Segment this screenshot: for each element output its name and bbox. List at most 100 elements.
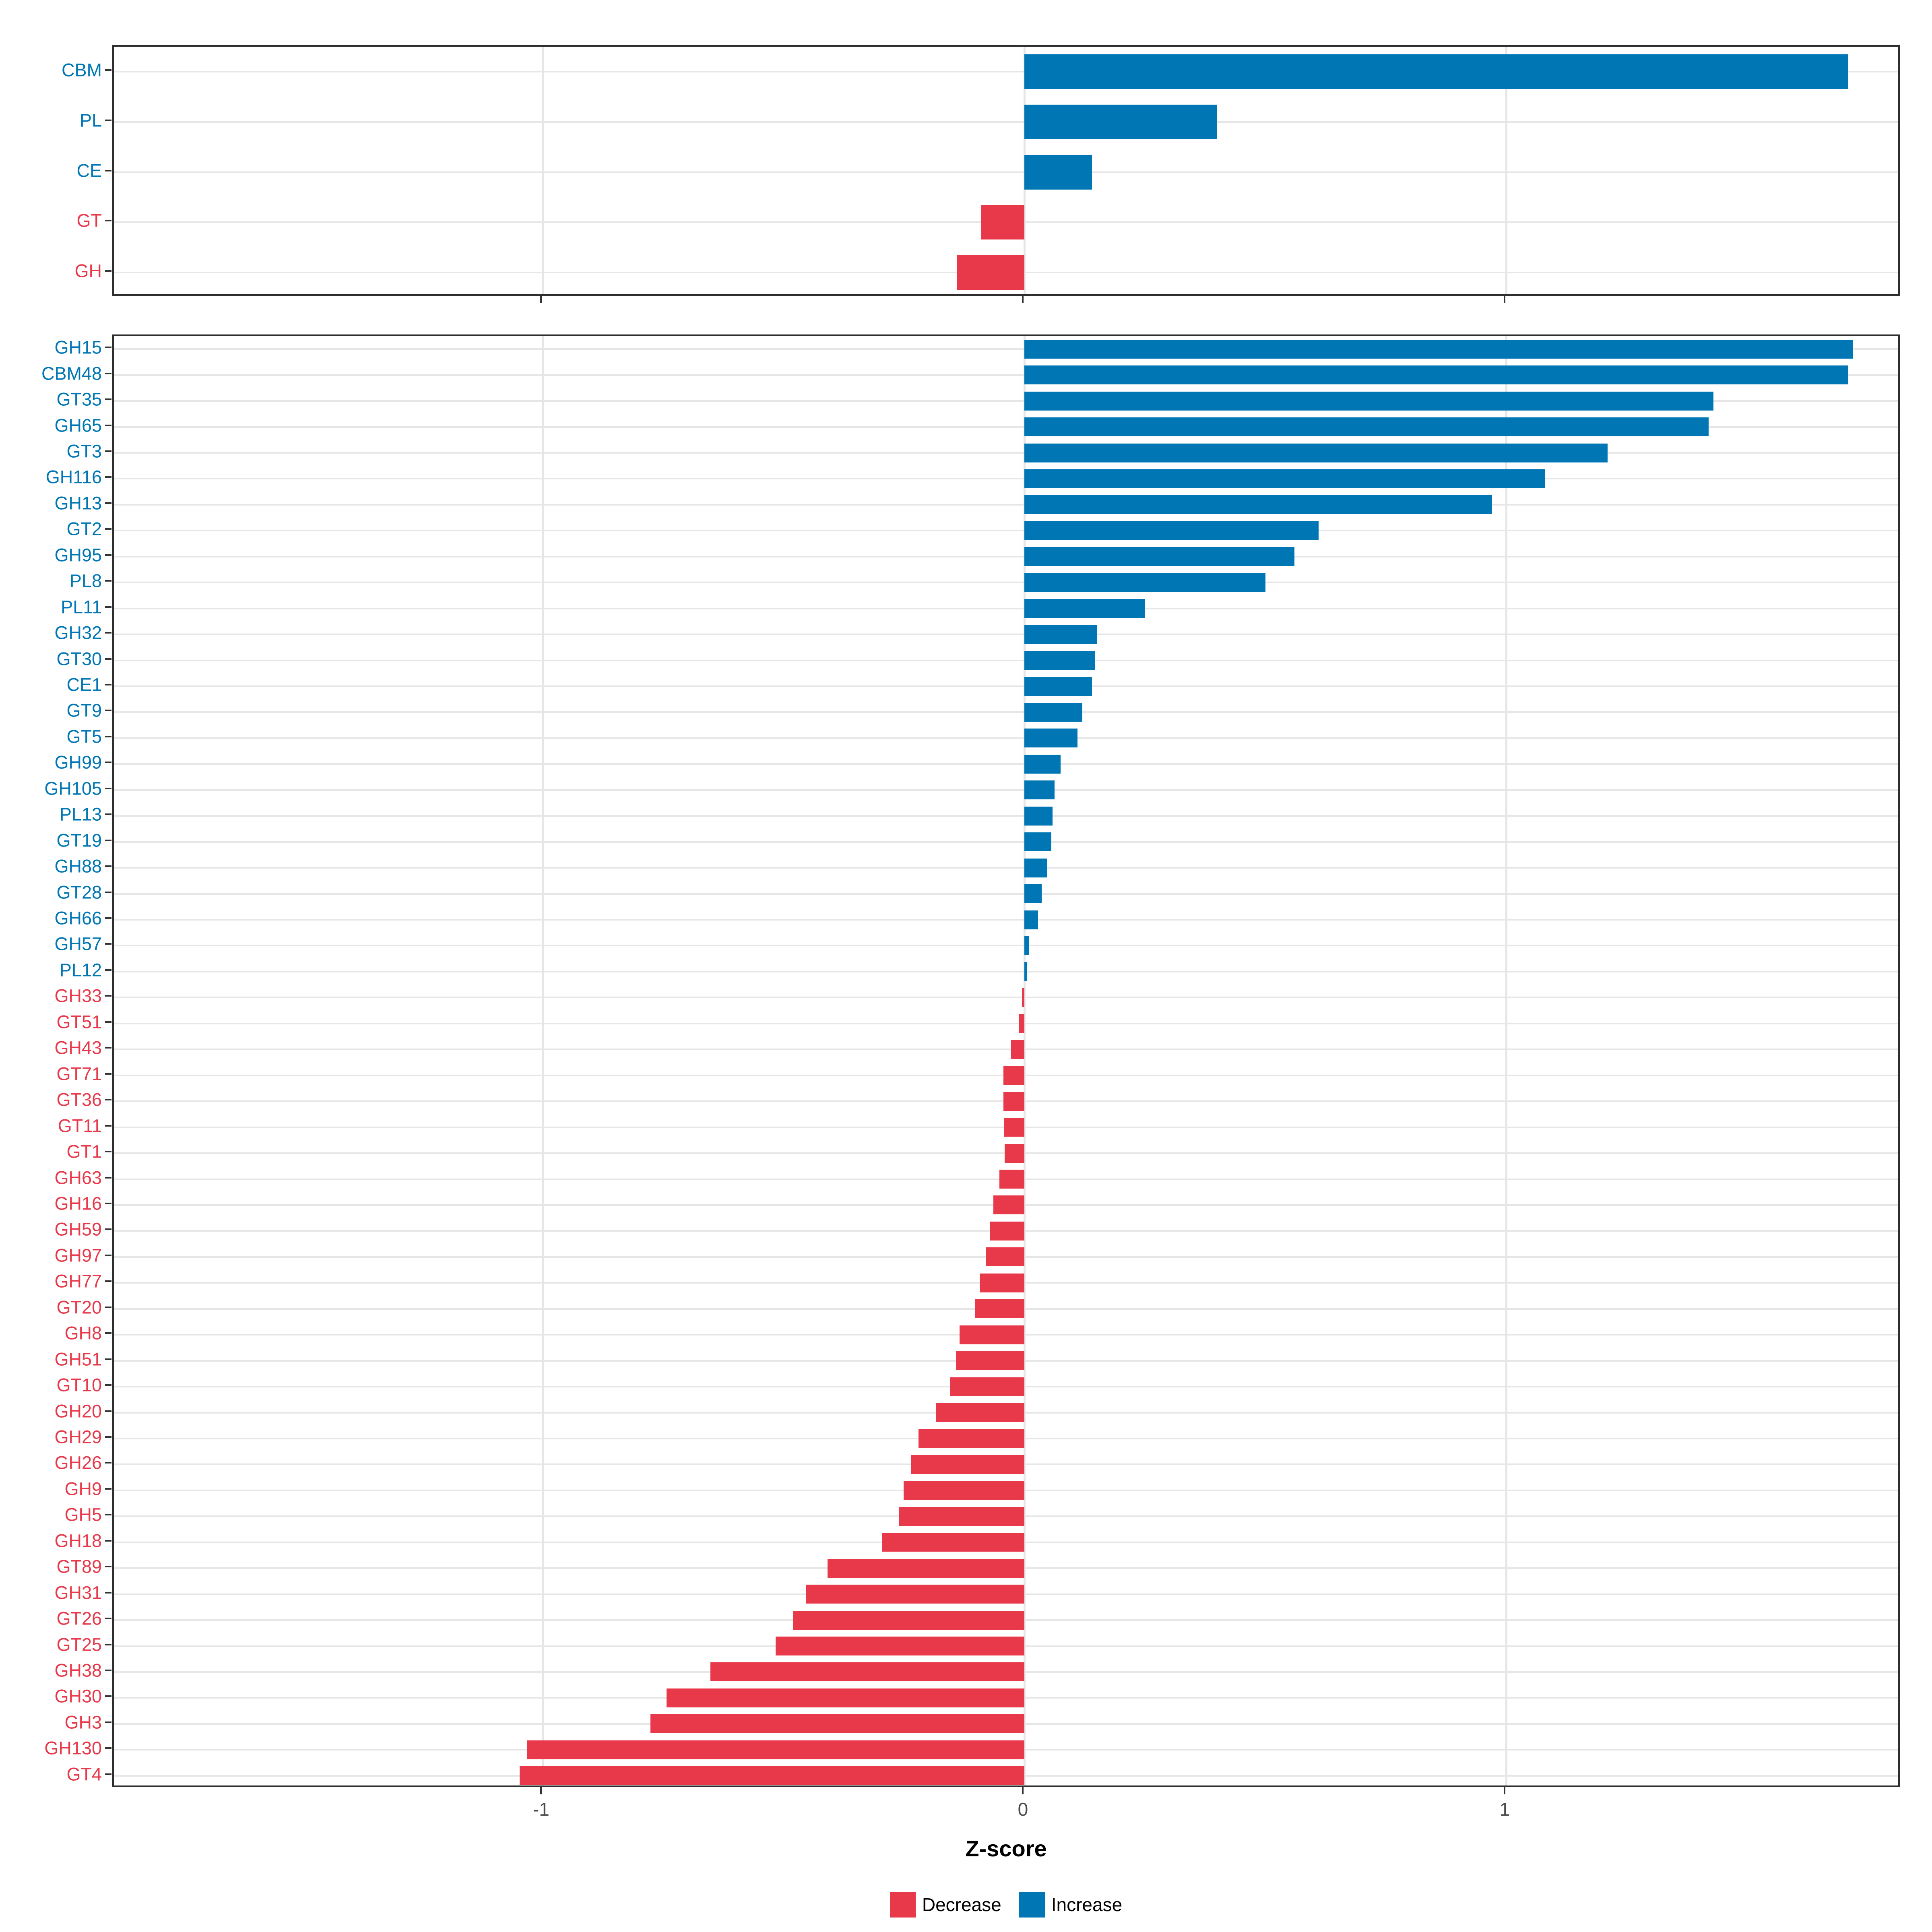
y-tick <box>105 1721 111 1723</box>
legend-label-decrease: Decrease <box>922 1894 1001 1915</box>
gridline-vertical <box>541 336 544 1785</box>
category-label-CBM: CBM <box>62 60 102 80</box>
y-tick <box>105 424 111 426</box>
bar-GH97 <box>986 1247 1025 1267</box>
category-label-GH8: GH8 <box>64 1323 102 1344</box>
bar-GH65 <box>1024 417 1709 437</box>
gridline-horizontal <box>114 919 1898 921</box>
gridline-horizontal <box>114 1049 1898 1051</box>
y-tick <box>105 1228 111 1230</box>
bar-PL <box>1024 104 1218 139</box>
bar-GH130 <box>527 1740 1025 1759</box>
x-tick-label: 0 <box>1018 1799 1028 1820</box>
y-tick <box>105 684 111 686</box>
category-label-GT20: GT20 <box>56 1297 102 1318</box>
category-label-GT4: GT4 <box>66 1764 102 1785</box>
category-label-GT: GT <box>76 210 102 231</box>
category-label-GH33: GH33 <box>54 985 102 1006</box>
gridline-horizontal <box>114 555 1898 557</box>
y-tick <box>105 1669 111 1671</box>
bar-GH43 <box>1011 1040 1025 1059</box>
category-label-GH88: GH88 <box>54 856 102 877</box>
y-tick <box>105 398 111 400</box>
gridline-horizontal <box>114 737 1898 739</box>
bar-CBM48 <box>1024 365 1849 385</box>
bar-GH59 <box>990 1221 1025 1241</box>
category-label-GH38: GH38 <box>54 1660 102 1681</box>
bar-GH63 <box>999 1170 1025 1189</box>
category-label-GT1: GT1 <box>66 1141 102 1162</box>
y-tick <box>105 969 111 971</box>
category-label-GH59: GH59 <box>54 1219 102 1240</box>
category-label-GH29: GH29 <box>54 1426 102 1447</box>
category-label-GT5: GT5 <box>66 726 102 747</box>
gridline-horizontal <box>114 945 1898 947</box>
y-tick <box>105 632 111 634</box>
bar-GH77 <box>980 1273 1025 1292</box>
category-label-GH32: GH32 <box>54 622 102 643</box>
y-tick <box>105 710 111 712</box>
category-label-GT10: GT10 <box>56 1375 102 1395</box>
y-tick <box>105 1332 111 1334</box>
y-tick <box>105 270 111 272</box>
y-tick <box>105 580 111 582</box>
y-tick <box>105 1566 111 1568</box>
bar-GT19 <box>1024 832 1052 852</box>
gridline-horizontal <box>114 607 1898 609</box>
bar-GH20 <box>936 1403 1025 1422</box>
bar-GH <box>957 255 1025 290</box>
y-tick <box>105 1306 111 1308</box>
bar-GH38 <box>710 1662 1025 1682</box>
bar-GH15 <box>1024 339 1854 359</box>
bar-GT71 <box>1003 1066 1025 1085</box>
bar-GH3 <box>650 1714 1025 1734</box>
category-label-GH3: GH3 <box>64 1712 102 1733</box>
gridline-horizontal <box>114 789 1898 791</box>
y-tick <box>105 735 111 737</box>
y-tick <box>105 528 111 530</box>
gridline-vertical <box>1023 336 1026 1785</box>
bar-GT25 <box>775 1637 1025 1656</box>
y-tick <box>105 1280 111 1282</box>
y-tick <box>105 169 111 171</box>
y-tick <box>105 476 111 478</box>
gridline-horizontal <box>114 452 1898 454</box>
y-tick <box>105 1202 111 1204</box>
y-tick <box>105 917 111 919</box>
category-label-GH20: GH20 <box>54 1401 102 1422</box>
bar-GT <box>981 205 1025 240</box>
bar-GH9 <box>903 1481 1025 1500</box>
y-tick <box>105 787 111 789</box>
bar-GH51 <box>956 1351 1025 1371</box>
bar-GH105 <box>1024 780 1055 800</box>
category-label-GT26: GT26 <box>56 1608 102 1629</box>
category-label-GT30: GT30 <box>56 648 102 669</box>
category-label-GH26: GH26 <box>54 1452 102 1473</box>
x-tick <box>1022 296 1024 303</box>
bar-GH88 <box>1024 858 1047 877</box>
category-label-GH105: GH105 <box>44 778 102 799</box>
category-label-GH13: GH13 <box>54 493 102 514</box>
category-label-CE: CE <box>76 160 102 181</box>
y-tick <box>105 450 111 452</box>
category-label-PL13: PL13 <box>59 804 102 825</box>
x-tick <box>540 1787 542 1794</box>
category-label-PL12: PL12 <box>59 960 102 980</box>
bar-PL13 <box>1024 806 1053 826</box>
y-tick <box>105 1643 111 1645</box>
y-tick <box>105 1773 111 1775</box>
y-tick <box>105 1177 111 1179</box>
category-label-GT71: GT71 <box>56 1063 102 1084</box>
bar-GH57 <box>1024 936 1029 955</box>
bar-GT26 <box>793 1610 1025 1630</box>
gridline-horizontal <box>114 582 1898 584</box>
category-label-GH9: GH9 <box>64 1478 102 1499</box>
y-tick <box>105 1384 111 1386</box>
category-label-GH51: GH51 <box>54 1349 102 1370</box>
bar-GH8 <box>959 1325 1025 1344</box>
gridline-horizontal <box>114 893 1898 895</box>
category-label-CBM48: CBM48 <box>41 363 102 384</box>
gridline-horizontal <box>114 478 1898 480</box>
y-tick <box>105 1436 111 1438</box>
